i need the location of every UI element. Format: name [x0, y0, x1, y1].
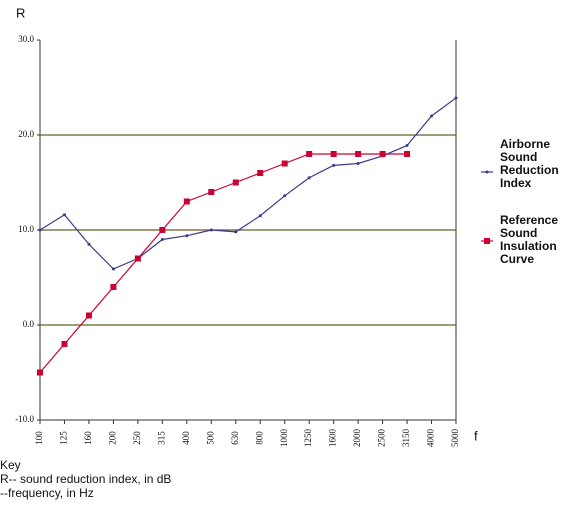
point: [430, 114, 434, 118]
point: [356, 162, 360, 165]
x-tick-label: 3150: [401, 429, 411, 448]
x-tick-label: 400: [181, 431, 191, 445]
x-tick-label: 2500: [377, 429, 387, 448]
point: [62, 213, 66, 217]
y-tick-label: 30.0: [18, 34, 34, 44]
point: [332, 163, 336, 167]
series-line: [39, 97, 457, 270]
point: [330, 151, 337, 157]
x-tick-label: 1250: [303, 429, 313, 448]
x-tick-label: 800: [254, 431, 264, 445]
point: [454, 96, 458, 100]
x-tick-label: 4000: [426, 429, 436, 448]
point: [85, 312, 92, 319]
point: [159, 227, 166, 233]
y-tick-label: 0.0: [23, 319, 35, 329]
x-tick-label: 500: [205, 431, 215, 445]
y-tick-label: 20.0: [18, 129, 34, 139]
x-tick-label: 250: [132, 431, 142, 445]
x-tick-label: 160: [83, 431, 93, 445]
point: [134, 255, 141, 262]
point: [232, 179, 239, 186]
point: [258, 214, 262, 218]
x-tick-label: 5000: [450, 429, 460, 448]
x-tick-label: 315: [156, 431, 166, 445]
x-tick-label: 1000: [279, 429, 289, 448]
point: [160, 238, 164, 241]
y-axis-label: R: [16, 5, 25, 20]
point: [379, 151, 386, 157]
x-tick-label: 630: [230, 431, 240, 445]
series-line: [39, 153, 408, 373]
y-tick-label: 10.0: [18, 224, 34, 234]
x-tick-label: 2000: [352, 429, 362, 448]
point: [257, 170, 264, 176]
y-tick-label: -10.0: [15, 414, 34, 424]
legend-entry: Airborne Sound Reduction Index: [500, 137, 559, 190]
point: [281, 160, 288, 167]
legend-swatch: [485, 170, 489, 174]
point: [405, 143, 409, 147]
legend-swatch: [484, 238, 490, 244]
x-axis-label: f: [474, 428, 478, 443]
x-tick-label: 125: [59, 431, 69, 445]
point: [110, 284, 117, 290]
point: [234, 230, 238, 234]
point: [61, 341, 68, 347]
key-line: R-- sound reduction index, in dB: [0, 472, 172, 486]
x-tick-label: 200: [107, 431, 117, 445]
point: [87, 242, 91, 246]
point: [38, 228, 42, 232]
point: [209, 228, 213, 232]
point: [185, 234, 189, 238]
point: [283, 194, 287, 198]
x-tick-label: 100: [34, 431, 44, 445]
key-line: --frequency, in Hz: [0, 486, 94, 500]
legend-entry: Reference Sound Insulation Curve: [500, 213, 559, 266]
key-title: Key: [0, 458, 21, 472]
point: [355, 151, 362, 157]
point: [111, 267, 115, 271]
point: [208, 189, 215, 195]
point: [37, 369, 43, 376]
point: [307, 176, 311, 180]
point: [306, 151, 313, 157]
point: [404, 151, 411, 157]
point: [183, 198, 190, 205]
x-tick-label: 1600: [328, 429, 338, 448]
